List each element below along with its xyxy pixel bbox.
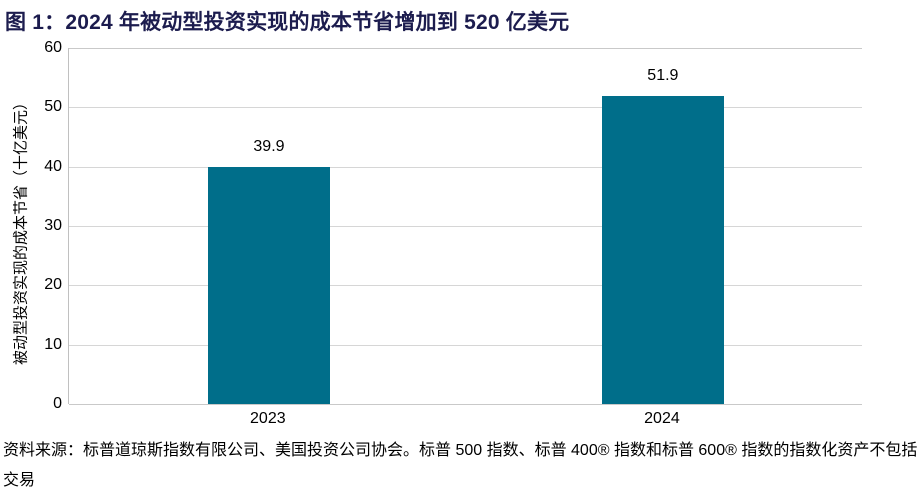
source-note-line-1: 资料来源：标普道琼斯指数有限公司、美国投资公司协会。标普 500 指数、标普 4… xyxy=(3,442,918,489)
gridline-20 xyxy=(69,285,862,287)
y-tick-label-40: 40 xyxy=(44,157,62,175)
x-axis-tick-labels: 2023 2024 xyxy=(68,410,861,430)
gridline-10 xyxy=(69,344,862,346)
y-tick-label-50: 50 xyxy=(44,98,62,116)
bar-2023: 39.9 xyxy=(208,138,330,404)
plot-area: 39.9 51.9 xyxy=(68,48,862,405)
bar-value-label-2024: 51.9 xyxy=(647,67,679,85)
chart-title: 图 1：2024 年被动型投资实现的成本节省增加到 520 亿美元 xyxy=(5,11,570,34)
source-note: 资料来源：标普道琼斯指数有限公司、美国投资公司协会。标普 500 指数、标普 4… xyxy=(3,436,919,496)
gridline-60 xyxy=(69,48,862,49)
y-tick-label-0: 0 xyxy=(53,395,62,412)
y-tick-label-20: 20 xyxy=(44,276,62,294)
y-tick-label-60: 60 xyxy=(44,39,62,56)
bar-value-label-2023: 39.9 xyxy=(253,138,285,156)
gridline-30 xyxy=(69,226,862,227)
gridline-40 xyxy=(69,166,862,168)
x-tick-label-2024: 2024 xyxy=(644,410,680,427)
y-tick-label-10: 10 xyxy=(44,335,62,353)
x-tick-label-2023: 2023 xyxy=(250,410,286,427)
y-axis-tick-labels: 60 50 40 30 20 10 0 xyxy=(0,40,62,412)
bar-2024: 51.9 xyxy=(601,67,724,404)
gridline-50 xyxy=(69,107,862,109)
gridline-0 xyxy=(69,404,862,405)
y-tick-label-30: 30 xyxy=(44,217,62,234)
